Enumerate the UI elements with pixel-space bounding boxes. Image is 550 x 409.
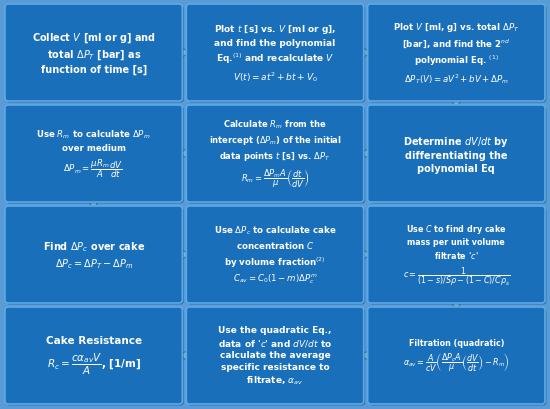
- FancyArrow shape: [179, 349, 189, 362]
- FancyBboxPatch shape: [5, 307, 183, 404]
- FancyBboxPatch shape: [186, 106, 364, 202]
- Text: Calculate $R_m$ from the
intercept ($\Delta P_m$) of the initial
data points $t$: Calculate $R_m$ from the intercept ($\De…: [208, 118, 342, 190]
- FancyBboxPatch shape: [7, 7, 184, 103]
- FancyBboxPatch shape: [369, 309, 547, 405]
- FancyBboxPatch shape: [188, 208, 365, 305]
- Text: Collect $V$ [ml or g] and
total $\Delta P_T$ [bar] as
function of time [s]: Collect $V$ [ml or g] and total $\Delta …: [32, 32, 156, 75]
- FancyBboxPatch shape: [186, 207, 364, 303]
- Text: Plot $t$ [s] vs. $V$ [ml or g],
and find the polynomial
Eq.$^{(1)}$ and recalcul: Plot $t$ [s] vs. $V$ [ml or g], and find…: [214, 23, 336, 83]
- FancyArrow shape: [179, 148, 189, 161]
- FancyBboxPatch shape: [7, 309, 184, 405]
- FancyArrow shape: [450, 99, 463, 109]
- FancyBboxPatch shape: [5, 106, 183, 202]
- FancyArrow shape: [361, 47, 371, 60]
- FancyBboxPatch shape: [188, 7, 365, 103]
- Text: Use $\Delta P_c$ to calculate cake
concentration $C$
by volume fraction$^{(2)}$
: Use $\Delta P_c$ to calculate cake conce…: [213, 224, 337, 285]
- Text: Find $\Delta P_c$ over cake
$\Delta P_c = \Delta P_T - \Delta P_m$: Find $\Delta P_c$ over cake $\Delta P_c …: [42, 239, 145, 270]
- FancyBboxPatch shape: [5, 207, 183, 303]
- Text: Filtration (quadratic)
$\alpha_{av} = \dfrac{A}{cV}\left(\dfrac{\Delta P_c A}{\m: Filtration (quadratic) $\alpha_{av} = \d…: [403, 338, 510, 373]
- FancyBboxPatch shape: [7, 107, 184, 204]
- Text: Plot $V$ [ml, g] vs. total $\Delta P_T$
[bar], and find the 2$^{nd}$
polynomial : Plot $V$ [ml, g] vs. total $\Delta P_T$ …: [393, 21, 520, 85]
- FancyArrow shape: [179, 248, 189, 261]
- FancyArrow shape: [179, 47, 189, 60]
- FancyBboxPatch shape: [369, 107, 547, 204]
- FancyBboxPatch shape: [186, 5, 364, 102]
- FancyArrow shape: [87, 200, 100, 209]
- FancyBboxPatch shape: [369, 7, 547, 103]
- Text: Cake Resistance
$R_c = \dfrac{c\alpha_{av}V}{A}$, [1/m]: Cake Resistance $R_c = \dfrac{c\alpha_{a…: [46, 335, 142, 376]
- FancyBboxPatch shape: [188, 107, 365, 204]
- Text: Use the quadratic Eq.,
data of '$c$' and $dV/dt$ to
calculate the average
specif: Use the quadratic Eq., data of '$c$' and…: [218, 325, 332, 387]
- FancyArrow shape: [361, 148, 371, 161]
- FancyBboxPatch shape: [188, 309, 365, 405]
- FancyBboxPatch shape: [7, 208, 184, 305]
- Text: Use $C$ to find dry cake
mass per unit volume
filtrate '$c$'
$c = \dfrac{1}{(1-s: Use $C$ to find dry cake mass per unit v…: [403, 222, 510, 288]
- FancyArrow shape: [450, 300, 463, 310]
- FancyArrow shape: [361, 349, 371, 362]
- FancyBboxPatch shape: [5, 5, 183, 102]
- Text: Determine $dV/dt$ by
differentiating the
polynomial Eq: Determine $dV/dt$ by differentiating the…: [403, 135, 509, 174]
- FancyArrow shape: [361, 248, 371, 261]
- FancyBboxPatch shape: [367, 307, 545, 404]
- FancyBboxPatch shape: [369, 208, 547, 305]
- Text: Use $R_m$ to calculate $\Delta P_m$
over medium
$\Delta P_m = \dfrac{\mu R_m}{A}: Use $R_m$ to calculate $\Delta P_m$ over…: [36, 128, 151, 180]
- FancyBboxPatch shape: [367, 5, 545, 102]
- FancyBboxPatch shape: [186, 307, 364, 404]
- FancyBboxPatch shape: [367, 207, 545, 303]
- FancyBboxPatch shape: [367, 106, 545, 202]
